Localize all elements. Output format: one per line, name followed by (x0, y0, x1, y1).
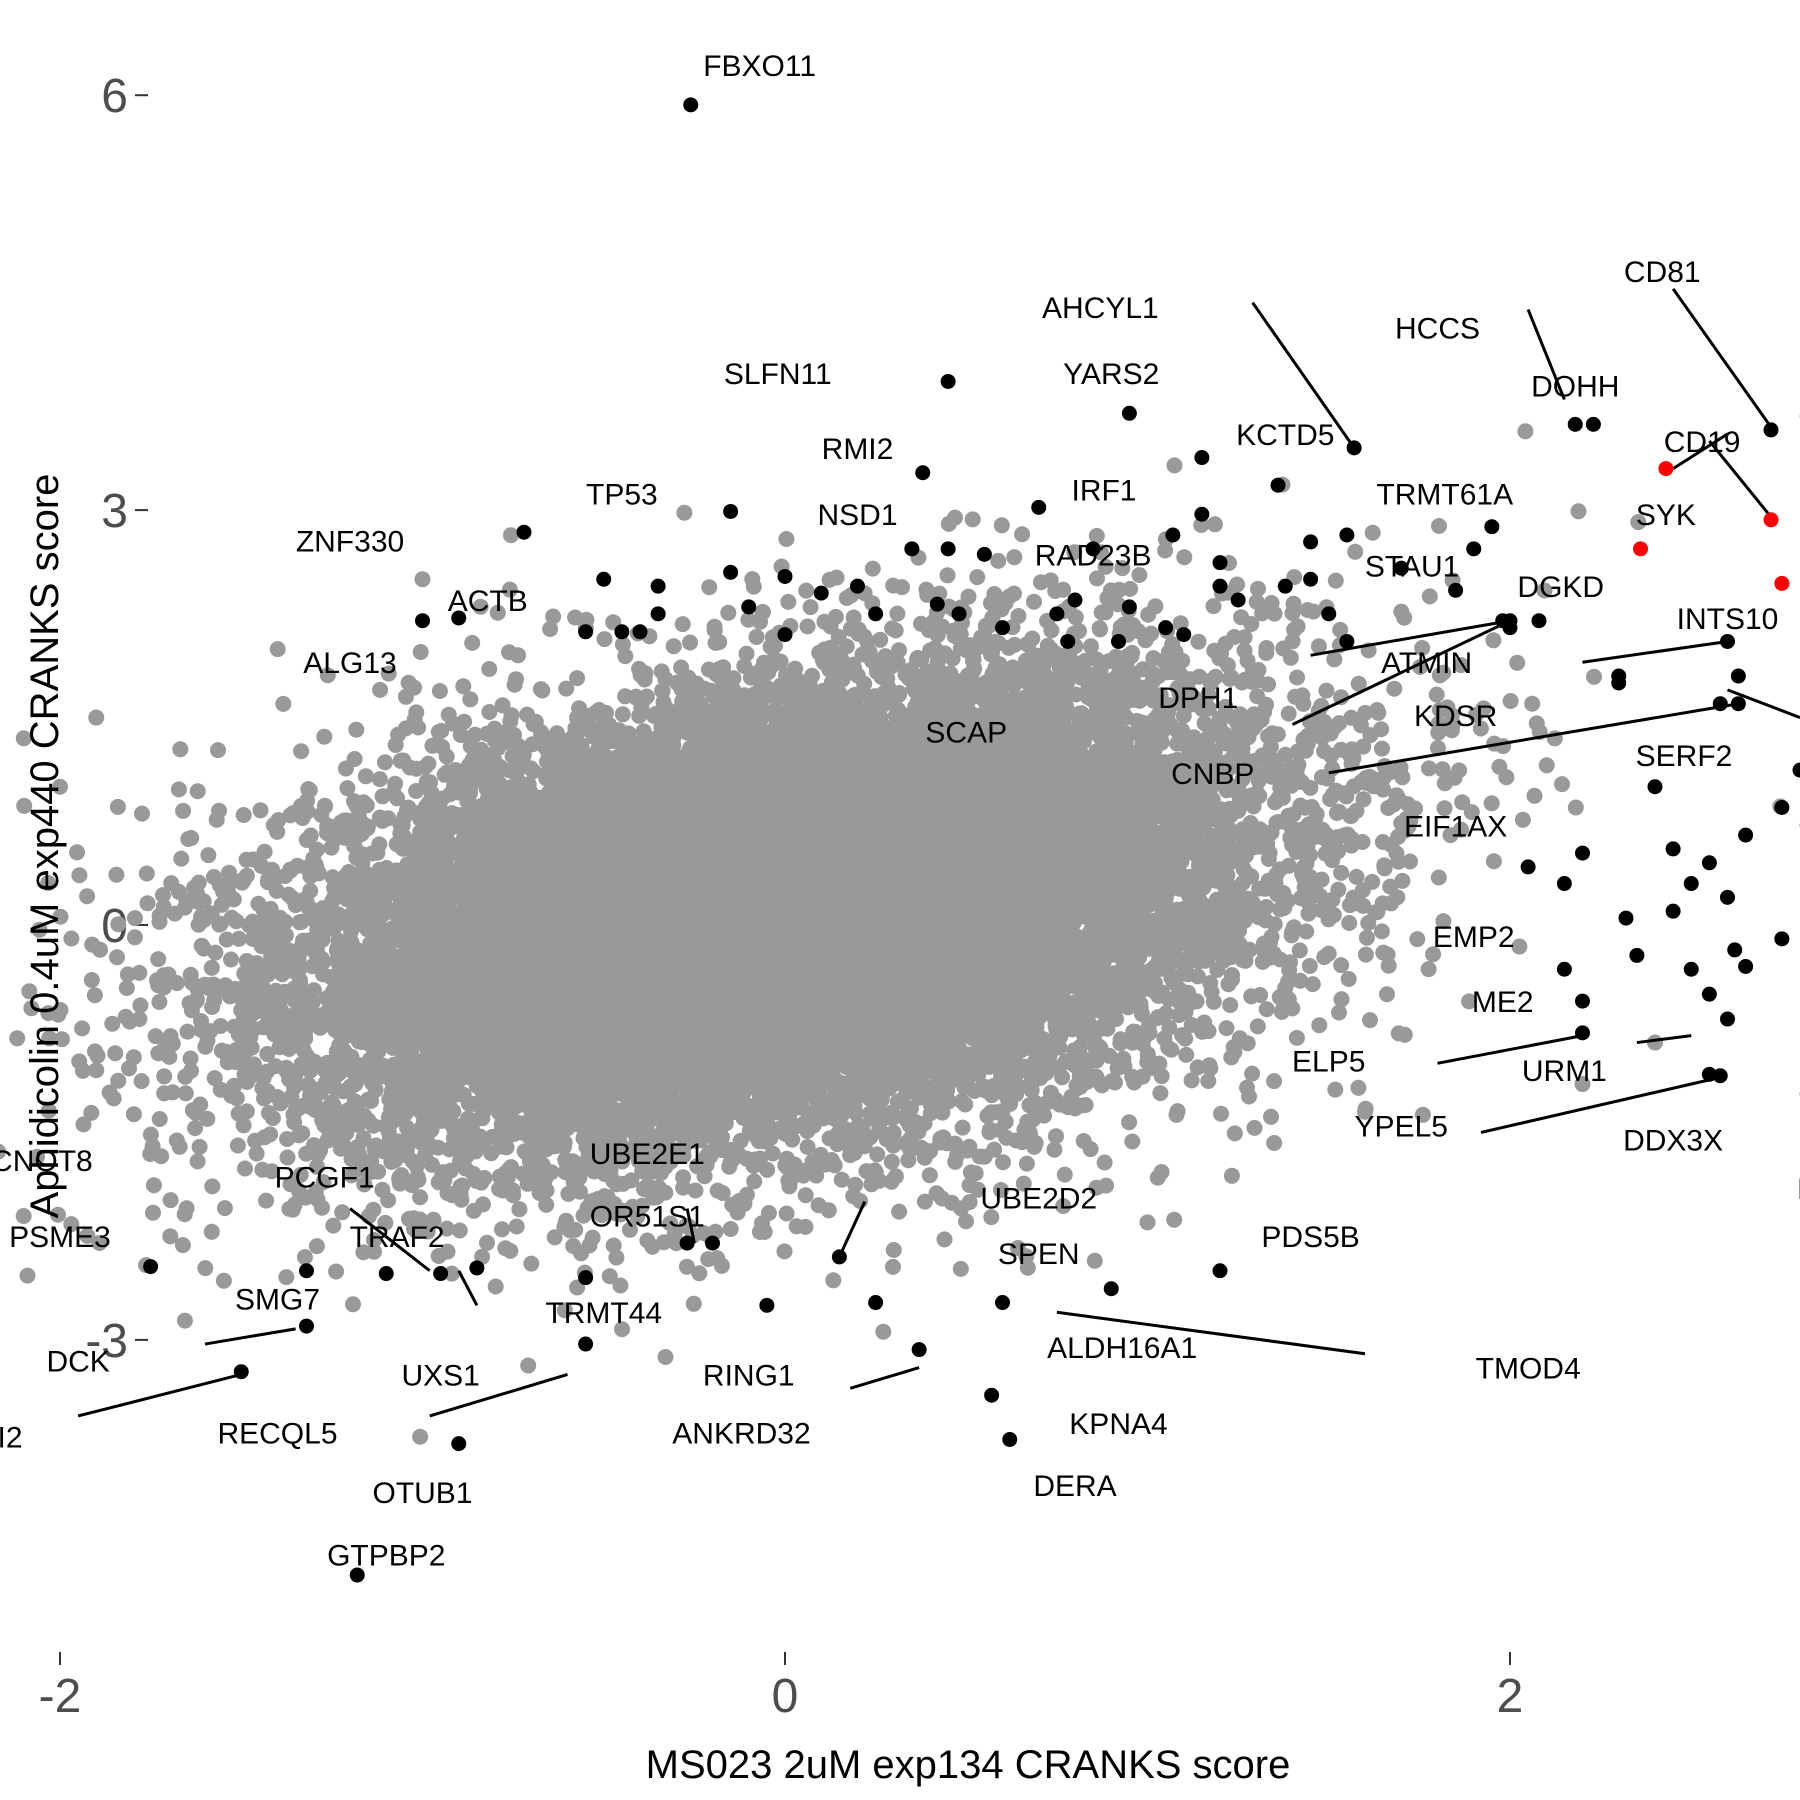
x-tick-label: -2 (39, 1670, 82, 1723)
background-point (316, 728, 333, 745)
background-point (69, 844, 85, 861)
background-point (1355, 791, 1372, 808)
background-point (511, 1201, 528, 1218)
background-point (864, 560, 881, 577)
background-point (995, 1154, 1011, 1171)
y-tick-label: -3 (85, 1315, 128, 1368)
background-point (19, 1267, 36, 1284)
background-point (1454, 794, 1471, 811)
background-point (1463, 804, 1480, 821)
background-point (913, 615, 929, 632)
background-point (993, 1182, 1009, 1198)
background-point (203, 1223, 220, 1240)
background-point (939, 567, 956, 584)
background-point (778, 1205, 795, 1222)
background-point (79, 888, 96, 905)
background-point (215, 1272, 232, 1289)
y-axis: -3036 (85, 70, 148, 1368)
background-points (0, 423, 1789, 1445)
background-point (657, 1349, 674, 1365)
x-tick-label: 0 (772, 1670, 799, 1723)
background-point (1272, 901, 1289, 918)
background-point (1373, 923, 1390, 940)
background-point (412, 1428, 429, 1445)
background-point (1246, 1119, 1263, 1136)
background-point (748, 629, 765, 645)
x-tick-label: 2 (1497, 1670, 1524, 1723)
background-point (825, 1272, 842, 1289)
background-point (1282, 649, 1299, 666)
background-point (1258, 640, 1275, 656)
background-point (1206, 516, 1223, 533)
background-point (125, 1106, 142, 1123)
background-point (798, 582, 815, 599)
background-point (1166, 1211, 1183, 1228)
background-point (1327, 1081, 1344, 1098)
background-point (936, 1231, 953, 1248)
background-point (558, 680, 575, 697)
background-point (147, 1028, 164, 1045)
background-point (229, 1137, 246, 1154)
background-point (126, 929, 143, 946)
background-point (1226, 1125, 1243, 1142)
background-point (1121, 1114, 1138, 1131)
background-point (497, 1240, 514, 1257)
background-point (1485, 632, 1502, 649)
background-point (1218, 1020, 1235, 1037)
background-point (479, 1234, 495, 1251)
background-point (1266, 1135, 1283, 1151)
background-point (296, 1249, 313, 1266)
background-point (1176, 549, 1193, 566)
x-axis: -2024 (39, 1652, 1524, 1723)
background-point (197, 1260, 214, 1277)
background-point (1430, 869, 1447, 886)
background-point (1435, 913, 1452, 930)
background-point (722, 1221, 739, 1237)
y-tick-label: 3 (101, 485, 128, 538)
background-point (86, 987, 103, 1004)
background-point (187, 1120, 204, 1137)
background-point (218, 931, 235, 948)
background-point (720, 604, 737, 621)
background-point (1166, 457, 1183, 474)
background-point (827, 608, 844, 625)
background-point (371, 771, 388, 788)
background-point (348, 721, 365, 738)
background-point (189, 783, 206, 800)
background-point (1280, 705, 1297, 722)
background-point (1222, 997, 1239, 1014)
background-point (204, 1178, 221, 1195)
background-point (371, 836, 388, 853)
background-point (145, 1204, 161, 1221)
background-point (133, 1073, 150, 1090)
y-tick-label: 6 (101, 70, 128, 123)
background-point (1483, 795, 1500, 812)
background-point (79, 1227, 96, 1244)
background-point (1131, 567, 1148, 583)
background-point (1046, 1141, 1063, 1158)
background-point (151, 994, 168, 1010)
